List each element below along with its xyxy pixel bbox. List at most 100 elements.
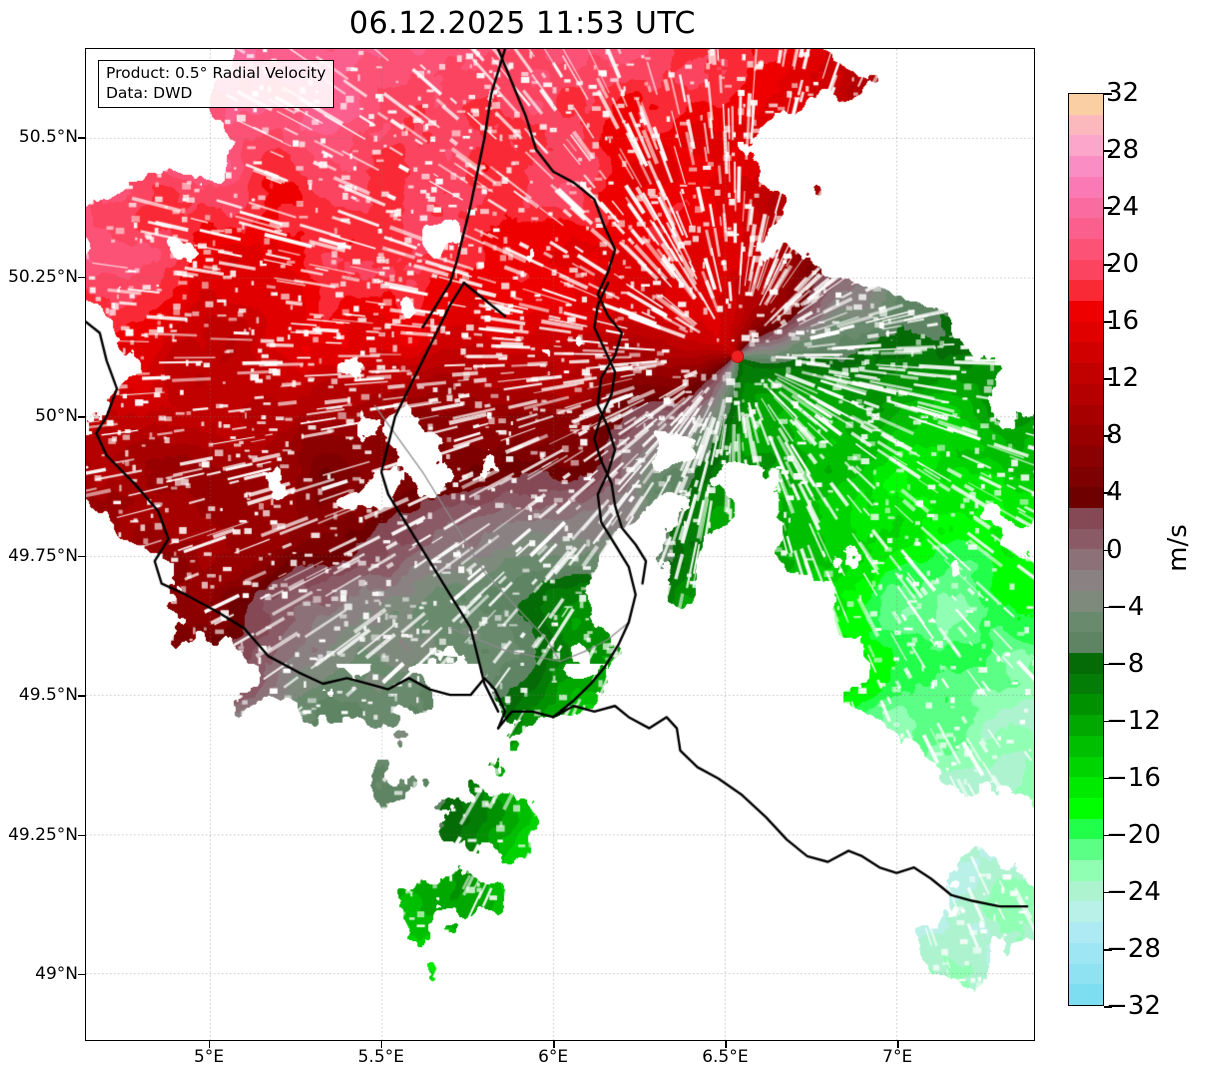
colorbar-band (1069, 176, 1103, 198)
colorbar-band (1069, 963, 1103, 985)
colorbar-tick-mark (1104, 777, 1112, 780)
colorbar-band (1069, 756, 1103, 778)
colorbar-tick-mark (1104, 93, 1112, 95)
y-axis-tick-label: 49°N (35, 964, 78, 985)
x-axis-tick-label: 6.5°E (702, 1047, 749, 1067)
y-axis-tick-label: 50.5°N (18, 127, 78, 148)
y-axis-tick-mark (78, 416, 85, 418)
product-info-box: Product: 0.5° Radial Velocity Data: DWD (98, 60, 334, 109)
x-axis-tick-mark (897, 1041, 899, 1048)
y-axis-tick-mark (78, 834, 85, 836)
colorbar-band (1069, 466, 1103, 488)
colorbar-band (1069, 487, 1103, 509)
colorbar-tick-label: −12 (1106, 705, 1161, 736)
colorbar-band (1069, 363, 1103, 384)
y-axis-tick-mark (78, 137, 85, 139)
colorbar-band (1069, 528, 1103, 550)
colorbar-tick-mark (1104, 720, 1112, 723)
colorbar-band (1069, 238, 1103, 260)
colorbar-band (1069, 818, 1103, 840)
colorbar-tick-label: 0 (1106, 534, 1123, 565)
y-axis-tick-label: 50.25°N (8, 266, 78, 287)
colorbar-tick-mark (1104, 321, 1112, 323)
y-axis-tick-mark (78, 974, 85, 976)
colorbar-unit-label: m/s (1163, 524, 1193, 572)
colorbar-band (1069, 715, 1103, 736)
y-axis-tick-mark (78, 555, 85, 558)
colorbar-band (1069, 445, 1103, 467)
y-axis-tick-mark (78, 695, 85, 697)
colorbar-band (1069, 632, 1103, 653)
colorbar-tick-mark (1104, 1006, 1112, 1008)
colorbar-band (1069, 839, 1103, 861)
colorbar-tick-label: −4 (1106, 591, 1145, 622)
colorbar-tick-label: −32 (1106, 991, 1161, 1021)
colorbar[interactable] (1068, 93, 1104, 1006)
x-axis-tick-mark (208, 1041, 211, 1048)
colorbar-tick-mark (1104, 891, 1112, 894)
y-axis-tick-mark (78, 276, 85, 279)
colorbar-band (1069, 901, 1103, 923)
y-axis-tick-label: 49.25°N (8, 824, 78, 845)
colorbar-band (1069, 735, 1103, 757)
colorbar-tick-mark (1104, 663, 1112, 666)
x-axis-tick-label: 5.5°E (357, 1047, 405, 1067)
colorbar-tick-label: −8 (1106, 648, 1145, 679)
radar-site-marker[interactable] (731, 350, 745, 364)
radar-plot[interactable]: Product: 0.5° Radial Velocity Data: DWD (85, 48, 1035, 1041)
colorbar-tick-mark (1104, 834, 1112, 837)
colorbar-band (1069, 94, 1103, 115)
colorbar-band (1069, 321, 1103, 343)
colorbar-band (1069, 301, 1103, 322)
colorbar-band (1069, 984, 1103, 1005)
colorbar-band (1069, 860, 1103, 881)
colorbar-tick-mark (1104, 549, 1112, 552)
colorbar-band (1069, 673, 1103, 695)
colorbar-band (1069, 383, 1103, 405)
country-borders-layer (86, 49, 1034, 1040)
colorbar-band (1069, 694, 1103, 716)
colorbar-tick-label: 4 (1106, 477, 1123, 508)
x-axis-tick-mark (725, 1041, 727, 1048)
colorbar-band (1069, 942, 1103, 964)
colorbar-tick-label: 8 (1106, 420, 1123, 451)
colorbar-band (1069, 342, 1103, 364)
colorbar-gradient (1068, 93, 1104, 1006)
colorbar-band (1069, 549, 1103, 571)
colorbar-tick-mark (1104, 207, 1112, 209)
x-axis-tick-label: 7°E (882, 1047, 913, 1067)
colorbar-tick-label: −20 (1106, 819, 1161, 850)
product-info-product: Product: 0.5° Radial Velocity (106, 64, 326, 82)
colorbar-band (1069, 570, 1103, 591)
colorbar-tick-mark (1104, 264, 1112, 266)
colorbar-band (1069, 135, 1103, 157)
colorbar-band (1069, 611, 1103, 633)
colorbar-band (1069, 197, 1103, 219)
colorbar-band (1069, 259, 1103, 281)
y-axis-tick-label: 49.75°N (8, 545, 78, 566)
colorbar-band (1069, 797, 1103, 819)
colorbar-tick-label: −16 (1106, 762, 1161, 793)
colorbar-band (1069, 652, 1103, 674)
y-axis-tick-label: 49.5°N (18, 685, 78, 706)
x-axis-tick-mark (381, 1041, 383, 1048)
colorbar-band (1069, 880, 1103, 902)
x-axis-tick-label: 5°E (193, 1047, 224, 1067)
x-axis-tick-label: 6°E (538, 1047, 569, 1067)
colorbar-tick-label: −28 (1106, 933, 1161, 964)
y-axis-tick-label: 50°N (35, 406, 78, 427)
page-title: 06.12.2025 11:53 UTC (349, 6, 696, 41)
colorbar-tick-mark (1104, 606, 1112, 609)
colorbar-tick-mark (1104, 150, 1112, 152)
colorbar-band (1069, 508, 1103, 529)
colorbar-band (1069, 114, 1103, 136)
colorbar-band (1069, 156, 1103, 177)
colorbar-band (1069, 280, 1103, 302)
x-axis-tick-mark (553, 1041, 555, 1048)
colorbar-band (1069, 777, 1103, 798)
colorbar-tick-mark (1104, 948, 1112, 951)
colorbar-band (1069, 404, 1103, 426)
colorbar-tick-label: −24 (1106, 876, 1161, 907)
colorbar-tick-mark (1104, 378, 1112, 380)
colorbar-band (1069, 590, 1103, 612)
